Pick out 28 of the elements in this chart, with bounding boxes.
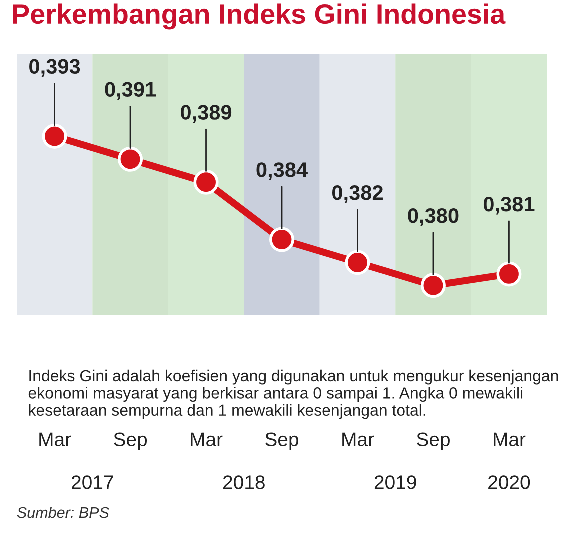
- data-label: 0,384: [256, 162, 308, 180]
- point: [345, 250, 370, 276]
- x-tick-label: Sep: [114, 432, 148, 450]
- point: [42, 124, 68, 149]
- point: [194, 170, 219, 195]
- data-label: 0,389: [181, 105, 232, 123]
- point: [270, 227, 294, 252]
- text: 2017: [72, 476, 114, 490]
- chart-title: Perkembangan Indeks Gini Indonesia: [13, 4, 506, 30]
- point: [118, 146, 144, 172]
- text: Indeks Gini adalah koefisien yang digunakan untuk mengukur kesenjangan ekonomi masyarat yang berkisar antara 0 sampai 1. Angka 0 mewakili kesetaraan sempurna dan 1 mewakili kesenjangan total.: [28, 370, 558, 420]
- x-tick-label: Mar: [494, 432, 526, 446]
- text: 2018: [223, 476, 265, 490]
- data-label: 0,380: [408, 208, 459, 226]
- data-label: 0,391: [105, 82, 156, 100]
- x-tick-label: Sep: [417, 432, 450, 450]
- point: [420, 273, 446, 298]
- x-tick-label: Mar: [191, 432, 223, 446]
- data-label: 0,393: [30, 59, 80, 78]
- text: 2020: [488, 476, 530, 490]
- text: Sumber: BPS: [17, 506, 110, 518]
- data-label: 0,381: [484, 196, 535, 215]
- x-tick-label: Mar: [342, 432, 374, 446]
- x-tick-label: Sep: [266, 432, 298, 450]
- data-label: 0,382: [332, 186, 383, 204]
- x-tick-label: Mar: [40, 432, 72, 446]
- text: 2019: [374, 476, 416, 490]
- point: [496, 262, 522, 287]
